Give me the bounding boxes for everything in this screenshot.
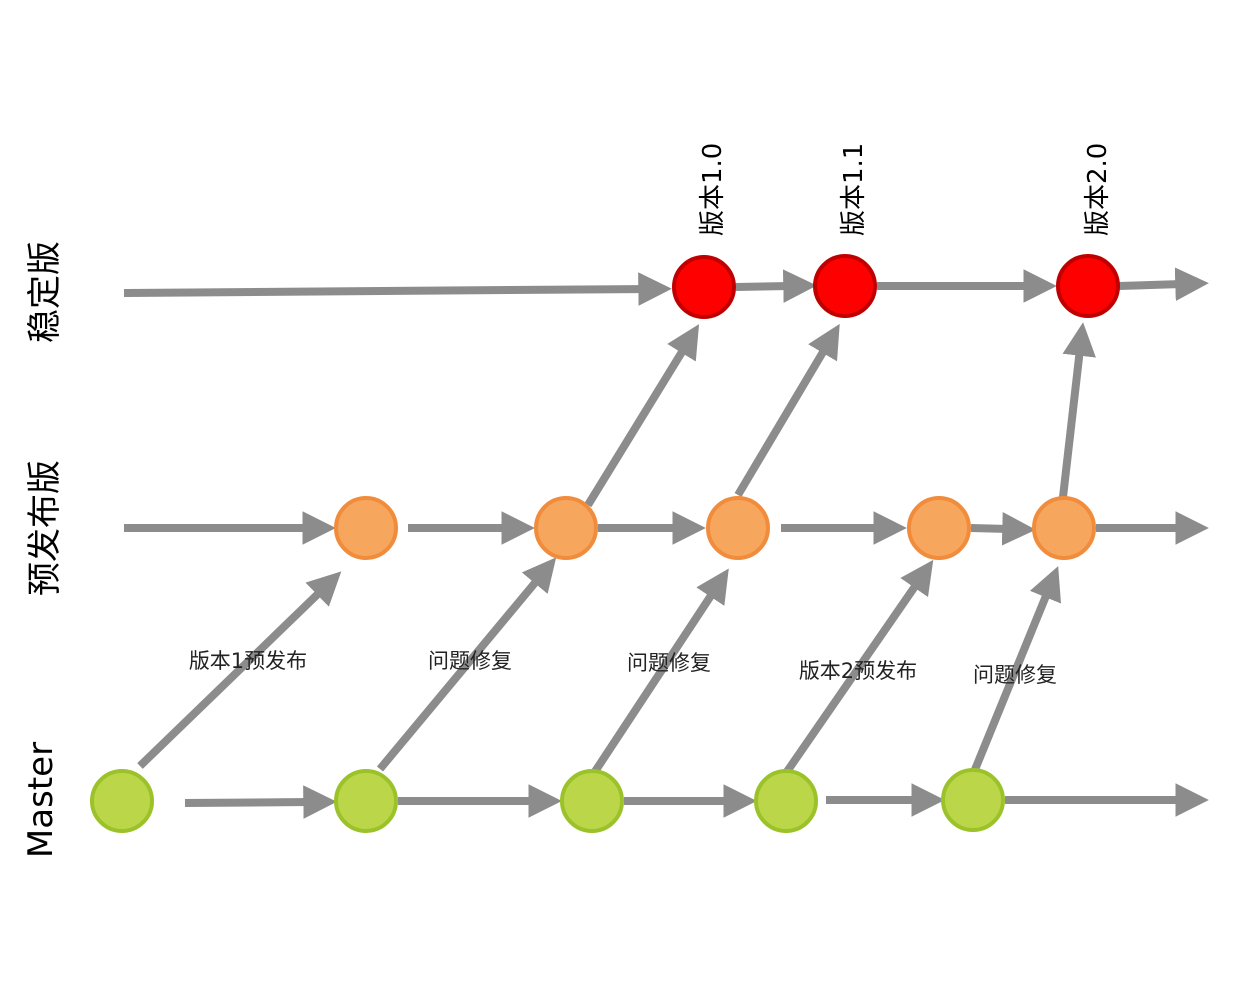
version-label-2-0: 版本2.0 bbox=[1083, 143, 1113, 236]
version-label-1-0: 版本1.0 bbox=[698, 143, 728, 236]
node-stable-1 bbox=[672, 255, 736, 319]
edge-label-v1-prerelease: 版本1预发布 bbox=[189, 649, 307, 673]
node-prerelease-3 bbox=[706, 496, 770, 560]
node-prerelease-5 bbox=[1032, 496, 1096, 560]
node-master-4 bbox=[754, 769, 818, 833]
arrow-prerelease-to-stable-3 bbox=[1059, 322, 1096, 498]
lane-label-prerelease: 预发布版 bbox=[25, 460, 65, 596]
version-label-1-1: 版本1.1 bbox=[839, 143, 869, 236]
arrow-master-to-prerelease-5 bbox=[970, 566, 1062, 774]
node-stable-2 bbox=[813, 254, 877, 318]
arrow-master-to-prerelease-2 bbox=[376, 557, 557, 772]
node-prerelease-2 bbox=[534, 496, 598, 560]
node-master-1 bbox=[90, 769, 154, 833]
node-master-5 bbox=[941, 768, 1005, 832]
arrow-stable-in bbox=[123, 272, 672, 306]
arrow-stable-1-2 bbox=[735, 269, 817, 303]
lane-label-master: Master bbox=[21, 742, 61, 858]
arrow-master-to-prerelease-4 bbox=[782, 559, 934, 776]
arrow-master-to-prerelease-1 bbox=[137, 571, 342, 769]
node-master-2 bbox=[334, 769, 398, 833]
node-master-3 bbox=[560, 769, 624, 833]
edge-label-fix-3: 问题修复 bbox=[973, 663, 1057, 687]
arrow-master-to-prerelease-3 bbox=[590, 568, 729, 776]
arrow-stable-out bbox=[1118, 267, 1209, 302]
nodes bbox=[90, 254, 1120, 833]
edge-label-fix-2: 问题修复 bbox=[627, 651, 711, 675]
arrow-master-1-2 bbox=[184, 785, 337, 819]
node-prerelease-4 bbox=[907, 496, 971, 560]
node-prerelease-1 bbox=[334, 496, 398, 560]
node-stable-3 bbox=[1056, 254, 1120, 318]
edge-label-fix-1: 问题修复 bbox=[428, 649, 512, 673]
arrow-prerelease-to-stable-1 bbox=[584, 324, 700, 508]
lane-label-stable: 稳定版 bbox=[25, 241, 65, 343]
arrow-prerelease-4-5 bbox=[970, 512, 1036, 546]
edge-label-v2-prerelease: 版本2预发布 bbox=[799, 659, 917, 683]
edges bbox=[123, 267, 1209, 819]
arrow-prerelease-to-stable-2 bbox=[734, 323, 840, 498]
